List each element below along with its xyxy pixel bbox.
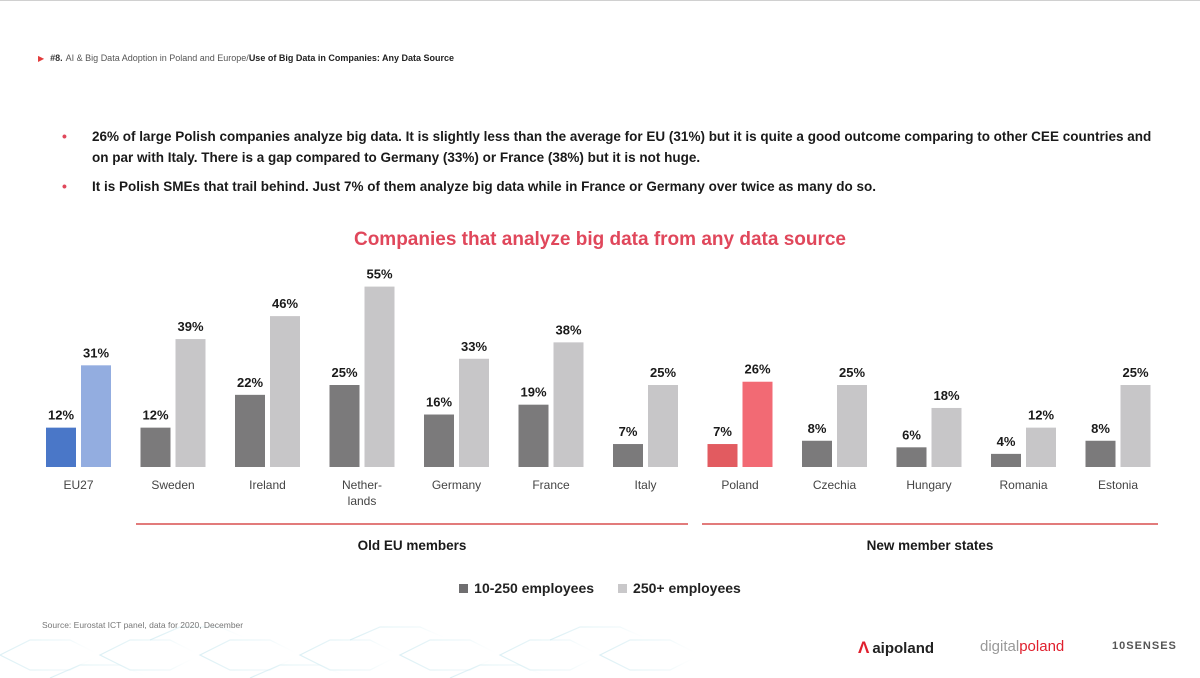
category-label-0: EU27: [63, 478, 93, 492]
value-label-small-2: 22%: [237, 375, 263, 390]
finding-2-text: It is Polish SMEs that trail behind. Jus…: [92, 179, 876, 194]
value-label-small-11: 8%: [1091, 421, 1110, 436]
bar-large-7: [742, 381, 773, 467]
hexagon-background: [0, 626, 702, 678]
bar-small-1: [140, 427, 171, 467]
bar-small-5: [518, 404, 549, 467]
value-label-large-1: 39%: [177, 319, 203, 334]
digitalpoland-logo: digitalpoland: [980, 638, 1064, 655]
group-line-new-states: [702, 523, 1158, 525]
category-label-8: Czechia: [813, 478, 857, 492]
value-label-small-10: 4%: [997, 434, 1016, 449]
bar-small-10: [991, 453, 1021, 467]
bar-large-2: [270, 316, 300, 467]
category-label-11: Estonia: [1098, 478, 1138, 492]
footer-logos: Λ aipoland digitalpoland 10SENSES: [0, 638, 1200, 662]
value-label-small-0: 12%: [48, 408, 74, 423]
group-label-old-eu: Old EU members: [357, 538, 467, 553]
top-border: [0, 0, 1200, 1]
bar-small-7: [707, 444, 738, 467]
value-label-small-9: 6%: [902, 427, 921, 442]
group-label-new-states: New member states: [866, 538, 994, 553]
value-label-large-7: 26%: [744, 362, 770, 377]
finding-1: • 26% of large Polish companies analyze …: [62, 126, 1152, 168]
aipoland-logo: Λ aipoland: [858, 638, 934, 658]
bar-small-6: [613, 444, 643, 467]
breadcrumb-page: Use of Big Data in Companies: Any Data S…: [248, 53, 455, 63]
value-label-large-9: 18%: [933, 388, 959, 403]
legend-label-small: 10-250 employees: [474, 580, 595, 596]
value-label-large-5: 38%: [555, 322, 581, 337]
bullet-dot-icon: •: [62, 178, 67, 194]
finding-2: • It is Polish SMEs that trail behind. J…: [62, 176, 1152, 197]
value-label-large-6: 25%: [650, 365, 676, 380]
category-label-9: Hungary: [906, 478, 951, 492]
bar-large-3: [364, 286, 395, 467]
bar-large-4: [459, 358, 489, 467]
category-label-10: Romania: [999, 478, 1047, 492]
bar-small-11: [1085, 440, 1116, 467]
category-label-1: Sweden: [151, 478, 194, 492]
bar-large-8: [837, 385, 867, 467]
bar-large-0: [81, 365, 111, 467]
value-label-large-11: 25%: [1122, 365, 1148, 380]
value-label-small-5: 19%: [520, 385, 546, 400]
value-label-large-2: 46%: [272, 296, 298, 311]
aipoland-text: aipoland: [872, 639, 935, 657]
bar-small-4: [424, 414, 454, 467]
value-label-large-0: 31%: [83, 345, 109, 360]
breadcrumb-number: #8.: [50, 53, 63, 63]
tensenses-logo: 10SENSES: [1112, 640, 1177, 652]
value-label-small-3: 25%: [331, 365, 357, 380]
bar-large-10: [1026, 427, 1056, 467]
bar-chart: 12% 31% EU27 12% 39% Sweden 22% 46% Ireland 25% 55…: [46, 267, 1151, 508]
value-label-small-6: 7%: [619, 424, 638, 439]
value-label-large-8: 25%: [839, 365, 865, 380]
bar-small-3: [329, 385, 360, 467]
bar-small-8: [802, 440, 832, 467]
bar-large-1: [175, 339, 206, 467]
key-findings: • 26% of large Polish companies analyze …: [62, 126, 1152, 205]
category-label-3-0: Nether-: [342, 478, 382, 492]
category-label-4: Germany: [432, 478, 481, 492]
bar-large-9: [931, 407, 962, 467]
category-label-5: France: [532, 478, 570, 492]
digitalpoland-text-digital: digital: [980, 638, 1020, 655]
category-label-3-1: lands: [348, 494, 377, 508]
value-label-large-3: 55%: [366, 267, 392, 282]
bar-large-6: [648, 385, 678, 467]
finding-1-text: 26% of large Polish companies analyze bi…: [92, 129, 1152, 165]
bar-large-5: [553, 342, 584, 467]
value-label-small-1: 12%: [142, 408, 168, 423]
category-label-7: Poland: [721, 478, 758, 492]
bar-small-0: [46, 427, 76, 467]
breadcrumb: ▶ #8. AI & Big Data Adoption in Poland a…: [38, 53, 454, 63]
chart-title: Companies that analyze big data from any…: [353, 229, 846, 250]
category-label-2: Ireland: [249, 478, 286, 492]
legend-item-large: 250+ employees: [618, 580, 741, 596]
legend-swatch-small: [459, 583, 469, 593]
legend-label-large: 250+ employees: [633, 580, 741, 596]
bar-large-11: [1120, 385, 1151, 467]
source-note: Source: Eurostat ICT panel, data for 202…: [42, 620, 244, 630]
value-label-small-4: 16%: [426, 395, 452, 410]
breadcrumb-arrow-icon: ▶: [38, 53, 45, 63]
value-label-small-7: 7%: [713, 424, 732, 439]
chart-legend: 10-250 employees 250+ employees: [0, 580, 1200, 596]
group-line-old-eu: [136, 523, 688, 525]
category-label-6: Italy: [634, 478, 656, 492]
bullet-dot-icon: •: [62, 128, 67, 144]
legend-swatch-large: [618, 583, 628, 593]
legend-item-small: 10-250 employees: [459, 580, 594, 596]
bar-small-2: [235, 394, 265, 467]
digitalpoland-text-poland: poland: [1019, 638, 1065, 655]
value-label-large-10: 12%: [1028, 408, 1054, 423]
aipoland-mark-icon: Λ: [858, 638, 870, 657]
bar-small-9: [896, 447, 927, 467]
value-label-large-4: 33%: [461, 339, 487, 354]
value-label-small-8: 8%: [808, 421, 827, 436]
breadcrumb-section: AI & Big Data Adoption in Poland and Eur…: [65, 53, 249, 63]
